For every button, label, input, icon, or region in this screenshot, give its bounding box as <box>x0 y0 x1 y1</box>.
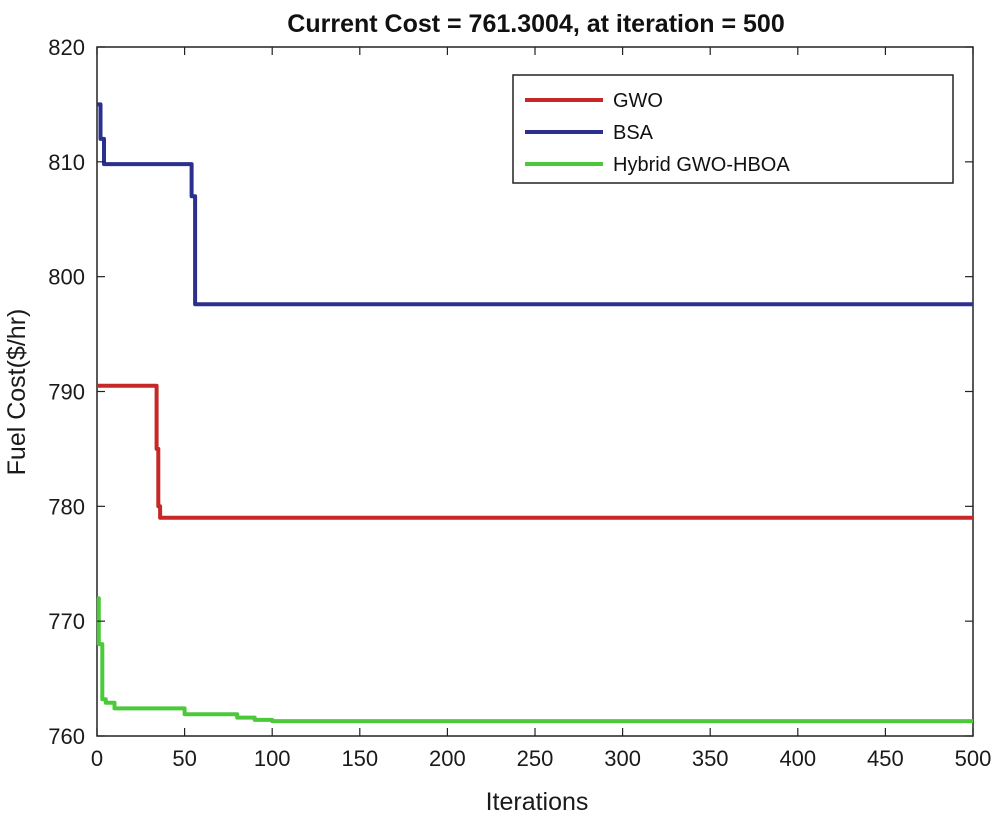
series-line-gwo <box>97 383 973 520</box>
x-tick-label: 0 <box>91 746 103 771</box>
series-group <box>96 102 973 724</box>
x-tick-label: 450 <box>867 746 904 771</box>
x-tick-label: 250 <box>517 746 554 771</box>
x-tick-label: 500 <box>955 746 992 771</box>
y-tick-label: 800 <box>48 265 85 290</box>
y-tick-label: 780 <box>48 494 85 519</box>
x-tick-label: 300 <box>604 746 641 771</box>
y-tick-label: 760 <box>48 724 85 749</box>
x-tick-label: 200 <box>429 746 466 771</box>
series-line-bsa <box>97 102 973 307</box>
x-tick-label: 100 <box>254 746 291 771</box>
chart-title: Current Cost = 761.3004, at iteration = … <box>287 10 784 38</box>
y-tick-label: 820 <box>48 35 85 60</box>
y-tick-label: 810 <box>48 150 85 175</box>
legend-label-gwo: GWO <box>613 90 663 112</box>
y-tick-label: 770 <box>48 609 85 634</box>
x-tick-label: 350 <box>692 746 729 771</box>
series-line-hybrid-gwo-hboa <box>96 596 973 724</box>
y-tick-label: 790 <box>48 380 85 405</box>
x-axis-label: Iterations <box>486 788 589 816</box>
legend: GWO BSA Hybrid GWO-HBOA <box>512 74 954 184</box>
x-tick-label: 50 <box>172 746 196 771</box>
y-axis-label: Fuel Cost($/hr) <box>3 309 31 476</box>
legend-label-hybrid-gwo-hboa: Hybrid GWO-HBOA <box>613 154 790 176</box>
x-tick-label: 400 <box>779 746 816 771</box>
ticks-group: 0 50 100 150 200 250 300 350 400 450 500 760 770 780 7… <box>48 35 991 771</box>
x-tick-label: 150 <box>341 746 378 771</box>
legend-label-bsa: BSA <box>613 122 654 144</box>
